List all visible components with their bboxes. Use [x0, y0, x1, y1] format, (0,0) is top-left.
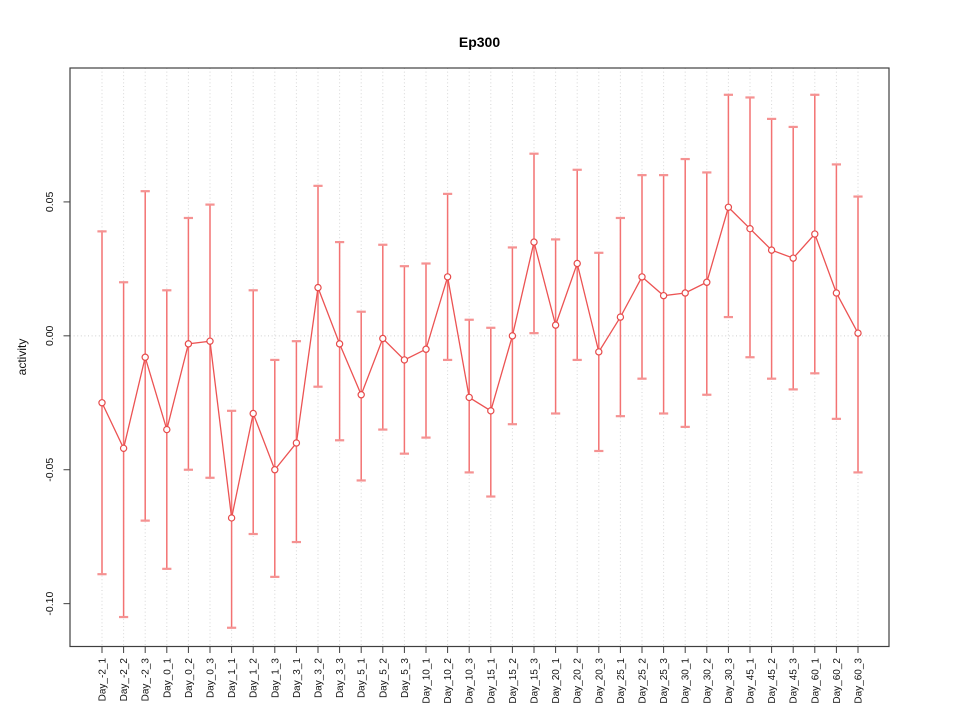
data-point [638, 273, 646, 281]
x-tick-label: Day_5_1 [357, 658, 368, 698]
x-tick-label: Day_3_2 [314, 658, 325, 698]
x-tick-label: Day_0_2 [184, 658, 195, 698]
data-point [854, 329, 862, 337]
data-point [551, 321, 560, 329]
data-point [422, 345, 430, 353]
axis-ticks [63, 201, 859, 653]
x-tick-label: Day_5_3 [400, 658, 411, 698]
x-tick-label: Day_0_3 [206, 658, 217, 698]
gridlines [101, 68, 859, 647]
y-tick-label: -0.05 [44, 458, 56, 482]
x-tick-label: Day_-2_3 [141, 658, 152, 702]
x-tick-label: Day_10_2 [443, 658, 454, 704]
x-tick-label: Day_10_3 [465, 658, 476, 704]
data-point [206, 337, 214, 345]
x-tick-label: Day_20_3 [594, 658, 605, 704]
data-point [724, 203, 733, 211]
x-tick-label: Day_60_2 [832, 658, 843, 704]
x-tick-label: Day_1_1 [227, 658, 238, 698]
x-tick-label: Day_45_1 [746, 658, 757, 704]
data-point [659, 291, 668, 300]
chart-title: Ep300 [458, 34, 501, 50]
x-tick-label: Day_0_1 [162, 658, 173, 698]
data-point [271, 466, 279, 474]
data-point [357, 391, 365, 399]
x-tick-label: Day_45_2 [767, 658, 778, 704]
data-point [616, 313, 625, 321]
y-tick-label: -0.10 [44, 592, 56, 616]
data-point [487, 407, 495, 415]
data-point [767, 246, 776, 254]
data-point [184, 340, 193, 348]
data-point [508, 332, 517, 340]
x-tick-label: Day_10_1 [422, 658, 433, 704]
data-point [465, 393, 473, 402]
x-tick-label: Day_30_1 [681, 658, 692, 704]
data-point [595, 348, 603, 356]
data-point [98, 399, 106, 407]
data-point [119, 444, 128, 453]
data-point [379, 334, 387, 343]
data-point [141, 353, 149, 361]
data-points [98, 203, 862, 522]
x-tick-label: Day_3_1 [292, 658, 303, 698]
data-point [249, 409, 257, 418]
x-tick-label: Day_-2_2 [119, 658, 130, 702]
data-point [314, 283, 322, 292]
data-point [811, 230, 819, 238]
x-tick-label: Day_1_3 [270, 658, 281, 698]
y-tick-label: 0.05 [44, 192, 56, 213]
series-line [101, 206, 859, 519]
data-point [163, 425, 171, 434]
x-tick-label: Day_30_2 [702, 658, 713, 704]
data-point [746, 224, 754, 233]
x-tick-label: Day_1_2 [249, 658, 260, 698]
x-tick-label: Day_60_3 [854, 658, 865, 704]
data-point [832, 289, 841, 297]
data-point [443, 273, 452, 281]
x-tick-label: Day_15_1 [486, 658, 497, 704]
x-tick-label: Day_5_2 [378, 658, 389, 698]
x-tick-label: Day_-2_1 [98, 658, 109, 702]
data-point [530, 238, 538, 246]
data-point [681, 289, 689, 297]
x-tick-label: Day_20_2 [573, 658, 584, 704]
data-point [227, 514, 236, 522]
y-axis-labels: 0.05 0.00 -0.05 -0.10 [44, 192, 56, 616]
x-tick-label: Day_60_1 [810, 658, 821, 704]
plot-border [69, 67, 890, 648]
data-point [703, 278, 711, 286]
x-axis-labels: Day_-2_1 Day_-2_2 Day_-2_3 Day_0_1 Day_0_2 Da… [98, 658, 865, 704]
x-tick-label: Day_25_2 [638, 658, 649, 704]
x-tick-label: Day_45_3 [789, 658, 800, 704]
data-point [400, 356, 409, 364]
x-tick-label: Day_3_3 [335, 658, 346, 698]
x-tick-label: Day_30_3 [724, 658, 735, 704]
x-tick-label: Day_20_1 [551, 658, 562, 704]
x-tick-label: Day_15_3 [530, 658, 541, 704]
data-point [573, 259, 581, 268]
data-point [335, 340, 344, 348]
data-point [789, 254, 797, 262]
x-tick-label: Day_15_2 [508, 658, 519, 704]
data-point [292, 439, 301, 447]
y-tick-label: 0.00 [44, 325, 56, 346]
x-tick-label: Day_25_3 [659, 658, 670, 704]
x-tick-label: Day_25_1 [616, 658, 627, 704]
